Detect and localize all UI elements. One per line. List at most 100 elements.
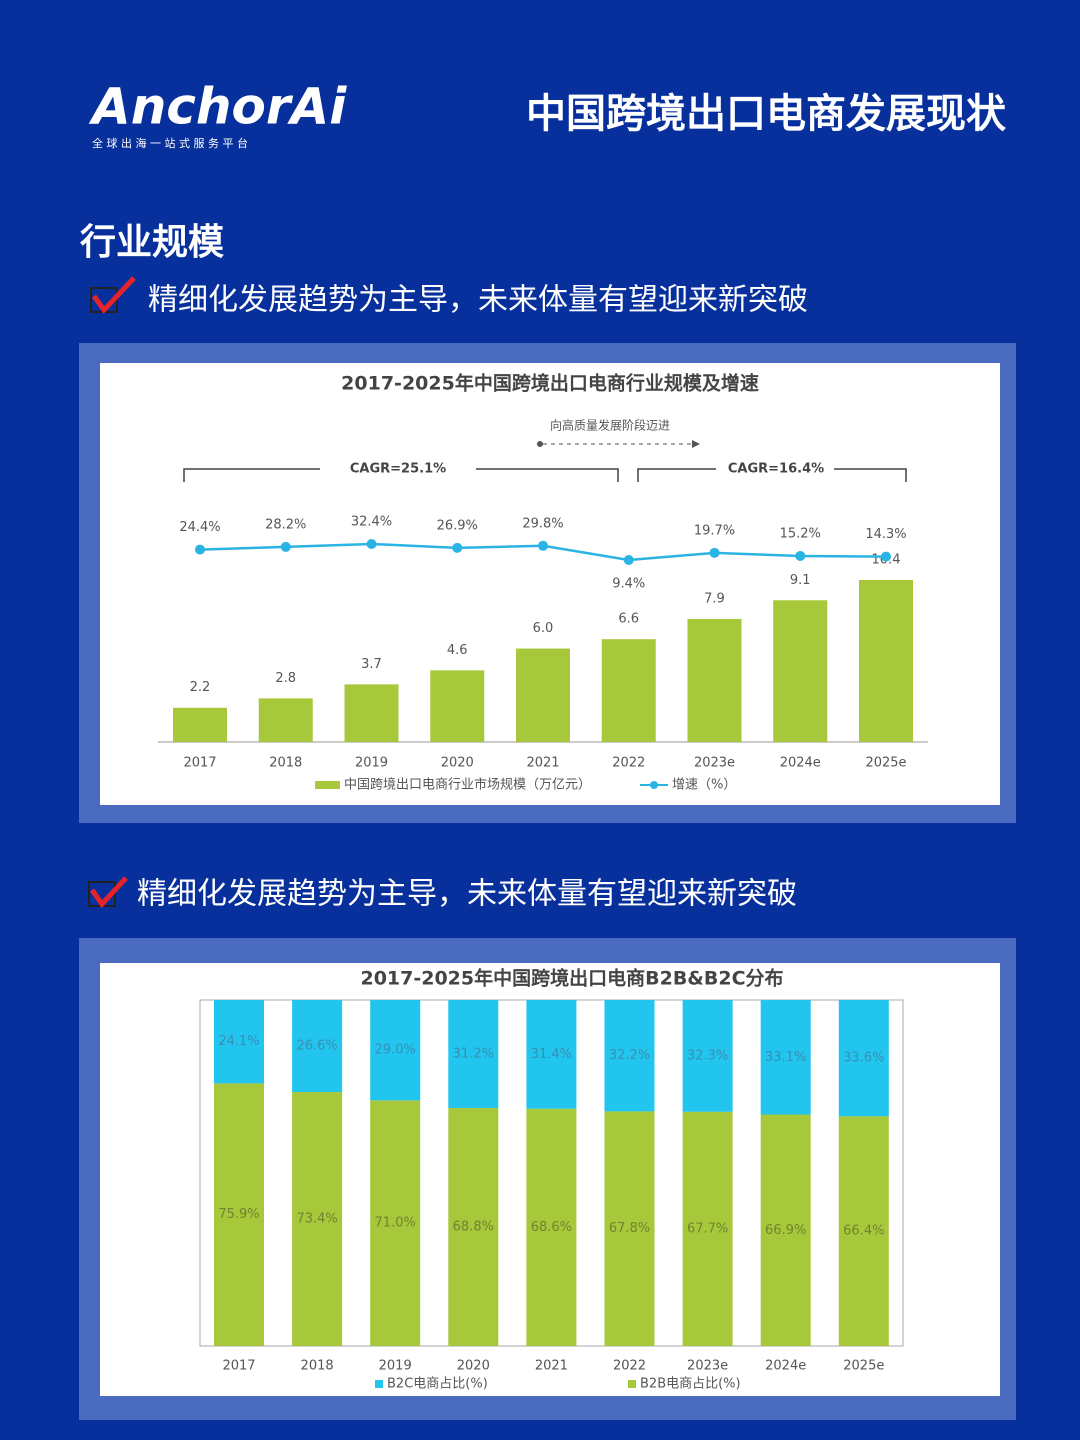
bar bbox=[430, 670, 485, 742]
bar-segment bbox=[292, 1000, 343, 1093]
data-label: 66.4% bbox=[843, 1224, 884, 1239]
line-point bbox=[538, 540, 548, 551]
bar-segment bbox=[526, 1000, 577, 1109]
logo-tagline: 全 球 出 海 一 站 式 服 务 平 台 bbox=[92, 136, 248, 150]
annotation: 向高质量发展阶段迈进 bbox=[550, 418, 670, 433]
annotation: CAGR=25.1% bbox=[350, 462, 446, 477]
x-tick-label: 2024e bbox=[780, 756, 821, 771]
line-point bbox=[795, 550, 806, 561]
data-label: 32.4% bbox=[351, 515, 392, 530]
legend-swatch bbox=[375, 1380, 383, 1388]
x-tick-label: 2017 bbox=[183, 756, 216, 771]
arrow-head bbox=[692, 440, 700, 448]
data-label: 67.8% bbox=[609, 1221, 650, 1236]
line-point bbox=[195, 544, 205, 555]
bar bbox=[687, 618, 742, 742]
line-point bbox=[881, 551, 891, 562]
x-tick-label: 2023e bbox=[687, 1359, 728, 1374]
arrow-dot bbox=[537, 441, 543, 447]
data-label: 33.1% bbox=[765, 1050, 806, 1065]
check-mark bbox=[89, 876, 128, 908]
bracket bbox=[183, 468, 619, 482]
data-label: 68.6% bbox=[531, 1220, 572, 1235]
data-label: 2.8 bbox=[275, 671, 296, 686]
bar-segment bbox=[604, 1111, 655, 1346]
point-text: 精细化发展趋势为主导，未来体量有望迎来新突破 bbox=[148, 283, 808, 318]
bar bbox=[173, 707, 227, 742]
legend-swatch bbox=[628, 1380, 636, 1388]
data-label: 2.2 bbox=[190, 680, 211, 695]
data-label: 6.6 bbox=[618, 612, 639, 627]
line-point bbox=[709, 547, 720, 558]
data-label: 66.9% bbox=[765, 1223, 806, 1238]
data-label: 68.8% bbox=[453, 1219, 494, 1234]
line-point bbox=[280, 541, 291, 552]
x-tick-label: 2022 bbox=[612, 756, 645, 771]
x-tick-label: 2023e bbox=[694, 756, 735, 771]
line-point bbox=[366, 539, 377, 549]
legend-dot bbox=[650, 781, 658, 789]
data-label: 31.2% bbox=[453, 1046, 494, 1061]
data-label: 28.2% bbox=[265, 517, 306, 532]
bar bbox=[516, 648, 570, 742]
data-label: 26.9% bbox=[437, 518, 478, 533]
data-label: 33.6% bbox=[843, 1051, 884, 1066]
data-label: 6.0 bbox=[533, 621, 554, 636]
bar-segment bbox=[838, 1000, 889, 1117]
bar-segment bbox=[448, 1000, 499, 1108]
bar-segment bbox=[448, 1107, 499, 1346]
bar-segment bbox=[370, 1000, 421, 1101]
legend-label: 增速（%） bbox=[672, 778, 736, 793]
x-tick-label: 2018 bbox=[301, 1359, 334, 1374]
x-tick-label: 2025e bbox=[865, 756, 906, 771]
annotation: CAGR=16.4% bbox=[728, 462, 824, 477]
x-tick-label: 2019 bbox=[355, 756, 388, 771]
data-label: 4.6 bbox=[447, 643, 468, 658]
line-point bbox=[623, 555, 634, 565]
x-tick-label: 2017 bbox=[222, 1359, 255, 1374]
data-label: 32.2% bbox=[609, 1048, 650, 1063]
chart-title: 2017-2025年中国跨境出口电商B2B&B2C分布 bbox=[360, 967, 783, 990]
bar-segment bbox=[838, 1116, 889, 1346]
data-label: 26.6% bbox=[296, 1039, 337, 1054]
bar-segment bbox=[214, 1083, 264, 1346]
bar bbox=[344, 684, 399, 742]
bar bbox=[258, 698, 313, 742]
data-label: 7.9 bbox=[704, 591, 725, 606]
bar-segment bbox=[682, 1111, 733, 1346]
legend-label: B2C电商占比(%) bbox=[387, 1377, 488, 1392]
x-tick-label: 2025e bbox=[843, 1359, 884, 1374]
legend-label: B2B电商占比(%) bbox=[640, 1377, 741, 1392]
data-label: 19.7% bbox=[694, 523, 735, 538]
bar bbox=[859, 580, 913, 742]
data-label: 67.7% bbox=[687, 1221, 728, 1236]
data-label: 31.4% bbox=[531, 1047, 572, 1062]
point-text: 精细化发展趋势为主导，未来体量有望迎来新突破 bbox=[137, 877, 797, 912]
data-label: 75.9% bbox=[218, 1207, 259, 1222]
section-heading: 行业规模 bbox=[80, 222, 224, 263]
data-label: 24.1% bbox=[218, 1034, 259, 1049]
bar bbox=[601, 639, 656, 742]
bar-segment bbox=[604, 1000, 655, 1112]
x-tick-label: 2020 bbox=[441, 756, 474, 771]
logo: AnchorAi bbox=[88, 78, 347, 136]
data-label: 32.3% bbox=[687, 1048, 728, 1063]
bar-segment bbox=[214, 1000, 264, 1084]
x-tick-label: 2020 bbox=[457, 1359, 490, 1374]
bracket bbox=[637, 468, 907, 482]
x-tick-label: 2021 bbox=[535, 1359, 568, 1374]
data-label: 24.4% bbox=[179, 520, 220, 535]
x-tick-label: 2022 bbox=[613, 1359, 646, 1374]
line-point bbox=[452, 542, 463, 553]
page-title: 中国跨境出口电商发展现状 bbox=[526, 91, 1007, 137]
data-label: 14.3% bbox=[865, 527, 906, 542]
bar-segment bbox=[760, 1114, 811, 1346]
data-label: 71.0% bbox=[375, 1216, 416, 1231]
bar bbox=[773, 600, 828, 742]
data-label: 29.8% bbox=[522, 516, 563, 531]
bar-segment bbox=[526, 1108, 577, 1346]
x-tick-label: 2024e bbox=[765, 1359, 806, 1374]
chart-title: 2017-2025年中国跨境出口电商行业规模及增速 bbox=[341, 372, 759, 395]
